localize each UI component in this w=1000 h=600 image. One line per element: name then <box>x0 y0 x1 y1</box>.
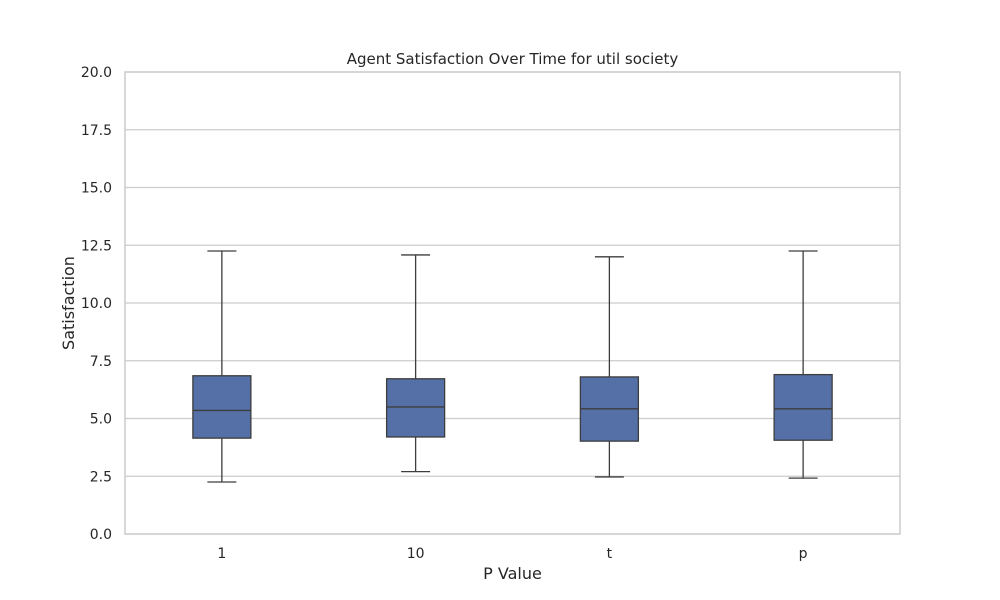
y-tick-label-6: 15.0 <box>81 181 112 197</box>
chart-title: Agent Satisfaction Over Time for util so… <box>347 50 679 68</box>
box-t <box>579 256 640 478</box>
y-tick-label-1: 2.5 <box>90 469 112 485</box>
y-tick-label-5: 12.5 <box>81 238 112 254</box>
y-tick-label-3: 7.5 <box>90 354 112 370</box>
x-axis-title: P Value <box>483 564 542 583</box>
x-tick-label-0: 1 <box>217 546 226 562</box>
iqr-box <box>385 378 446 438</box>
x-tick-label-1: 10 <box>407 546 425 562</box>
y-tick-labels: 0.0 2.5 5.0 7.5 10.0 12.5 15.0 17.5 20.0 <box>81 65 112 543</box>
box-1 <box>192 250 252 483</box>
plot-frame <box>124 71 901 535</box>
x-tick-label-3: p <box>799 546 808 562</box>
x-tick-labels: 1 10 t p <box>217 546 807 562</box>
box-10 <box>385 254 446 473</box>
box-plots <box>192 250 833 483</box>
box-p <box>773 250 833 479</box>
y-tick-label-2: 5.0 <box>90 412 112 428</box>
x-tick-label-2: t <box>607 546 613 562</box>
iqr-box <box>773 373 833 441</box>
y-tick-label-8: 20.0 <box>81 65 112 81</box>
y-tick-label-0: 0.0 <box>90 527 112 543</box>
y-tick-label-4: 10.0 <box>81 296 112 312</box>
grid-lines <box>125 71 900 535</box>
y-axis-title: Satisfaction <box>59 256 78 350</box>
y-tick-label-7: 17.5 <box>81 123 112 139</box>
iqr-box <box>192 375 252 439</box>
